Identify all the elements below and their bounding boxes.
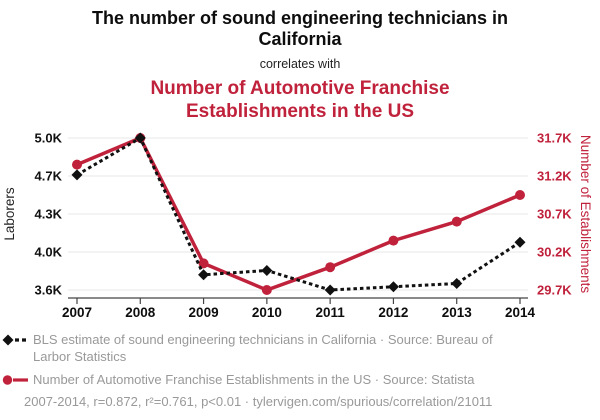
series-line-diamond (76, 135, 521, 292)
chart-header: The number of sound engineering technici… (0, 0, 600, 123)
y-tick-label-left: 4.0K (35, 245, 63, 260)
data-point (451, 277, 463, 289)
black-diamond-dashed-line-icon (2, 334, 29, 346)
y-tick-label-left: 5.0K (35, 131, 63, 146)
data-point (325, 262, 336, 273)
chart-subtitle: Number of Automotive Franchise Establish… (150, 78, 450, 122)
y-tick-label-left: 4.3K (35, 207, 63, 222)
x-tick-label: 2014 (505, 305, 536, 320)
y-axis-title-left: Laborers (2, 187, 17, 241)
series-line-circle (76, 135, 521, 292)
x-tick-label: 2011 (315, 305, 345, 320)
x-tick-label: 2013 (442, 305, 473, 320)
y-axis-title-right: Number of Establishments (578, 135, 593, 294)
data-point (324, 284, 336, 296)
data-point (71, 169, 83, 181)
data-point (451, 216, 462, 227)
line-chart: 5.0K 31.7K 4.7K 31.2K 4.3K 30.7K 4.0K 30.2K 3.6K… (2, 131, 593, 321)
x-tick-label: 2009 (189, 305, 219, 320)
correlates-with-text: correlates with (259, 57, 341, 71)
data-point (261, 264, 273, 276)
data-point (134, 132, 146, 144)
y-tick-label-right: 30.2K (537, 245, 572, 260)
y-tick-label-right: 29.7K (537, 283, 572, 298)
data-point (514, 236, 526, 248)
x-tick-label: 2007 (62, 305, 92, 320)
y-tick-label-right: 31.2K (537, 169, 572, 184)
data-point (515, 190, 525, 200)
x-tick-label: 2010 (252, 305, 282, 320)
y-tick-label-left: 3.6K (35, 283, 63, 298)
legend-label-sound-technicians: BLS estimate of sound engineering techni… (33, 332, 493, 364)
legend-item-sound-technicians: BLS estimate of sound engineering techni… (2, 331, 562, 365)
data-point (72, 159, 82, 170)
y-tick-label-right: 31.7K (537, 131, 572, 146)
chart-legend: BLS estimate of sound engineering techni… (2, 331, 562, 394)
legend-label-franchise-establishments: Number of Automotive Franchise Establish… (33, 372, 475, 387)
chart-title: The number of sound engineering technici… (91, 8, 509, 49)
x-tick-label: 2008 (125, 305, 156, 320)
data-point (261, 285, 272, 295)
legend-item-franchise-establishments: Number of Automotive Franchise Establish… (2, 371, 562, 388)
y-tick-label-left: 4.7K (35, 169, 63, 184)
data-point (198, 269, 210, 281)
data-point (387, 281, 399, 293)
stats-footer: 2007-2014, r=0.872, r²=0.761, p<0.01 · t… (24, 394, 493, 409)
x-tick-label: 2012 (378, 305, 408, 320)
y-tick-label-right: 30.7K (537, 207, 572, 222)
data-point (388, 235, 399, 246)
red-circle-solid-line-icon (2, 375, 28, 385)
